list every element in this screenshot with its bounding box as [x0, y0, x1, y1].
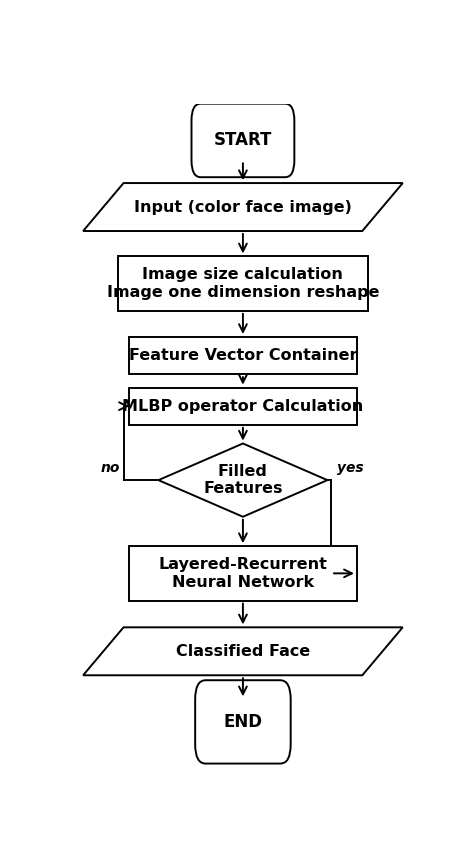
Text: Feature Vector Container: Feature Vector Container: [128, 348, 357, 363]
Text: Input (color face image): Input (color face image): [134, 200, 352, 215]
Text: Image size calculation
Image one dimension reshape: Image size calculation Image one dimensi…: [107, 267, 379, 300]
Polygon shape: [83, 627, 403, 676]
Text: yes: yes: [337, 461, 363, 475]
Polygon shape: [83, 183, 403, 231]
Bar: [129, 388, 357, 425]
Bar: [118, 256, 368, 311]
Polygon shape: [158, 444, 328, 516]
Text: START: START: [214, 131, 272, 150]
Bar: [129, 546, 357, 600]
Text: no: no: [100, 461, 120, 475]
Text: MLBP operator Calculation: MLBP operator Calculation: [122, 399, 364, 413]
Text: Classified Face: Classified Face: [176, 644, 310, 659]
Text: Filled
Features: Filled Features: [203, 464, 283, 497]
Text: END: END: [223, 713, 263, 731]
Bar: [129, 336, 357, 375]
FancyBboxPatch shape: [191, 104, 294, 177]
Text: Layered-Recurrent
Neural Network: Layered-Recurrent Neural Network: [158, 557, 328, 590]
FancyBboxPatch shape: [195, 680, 291, 764]
